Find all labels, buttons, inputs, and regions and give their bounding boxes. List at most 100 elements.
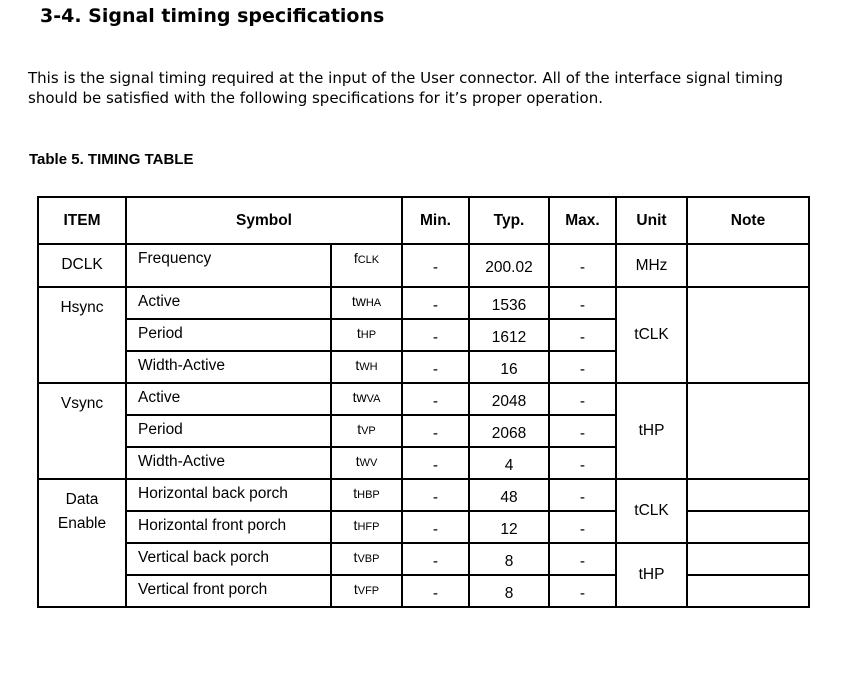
table-row: Horizontal front porch tHFP - 12 - bbox=[38, 510, 810, 544]
table-row: Period tVP - 2068 - bbox=[38, 414, 809, 448]
min-cell: - bbox=[401, 542, 470, 576]
max-cell: - bbox=[548, 350, 617, 384]
typ-cell: 16 bbox=[468, 350, 550, 384]
symbol-cell: tHP bbox=[330, 318, 403, 352]
max-cell: - bbox=[548, 446, 617, 480]
param-cell: Period bbox=[125, 414, 332, 448]
param-cell: Active bbox=[125, 286, 332, 320]
typ-cell: 200.02 bbox=[468, 243, 550, 288]
typ-cell: 2068 bbox=[468, 414, 550, 448]
header-symbol: Symbol bbox=[125, 196, 403, 245]
timing-table: ITEM Symbol Min. Typ. Max. Unit Note DCL… bbox=[37, 196, 810, 608]
table-row: Width-Active tWH - 16 - bbox=[38, 350, 809, 384]
table-row: Width-Active tWV - 4 - bbox=[38, 446, 809, 480]
header-min: Min. bbox=[401, 196, 470, 245]
symbol-sub: HFP bbox=[357, 521, 380, 533]
param-cell: Horizontal back porch bbox=[125, 478, 332, 512]
min-cell: - bbox=[401, 510, 470, 544]
symbol-cell: tHBP bbox=[330, 478, 403, 512]
note-cell bbox=[686, 286, 810, 384]
symbol-main: tw bbox=[352, 389, 367, 405]
symbol-cell: twHA bbox=[330, 286, 403, 320]
symbol-main: t bbox=[353, 517, 358, 533]
symbol-main: t bbox=[353, 581, 358, 597]
symbol-cell: fCLK bbox=[330, 243, 403, 288]
symbol-cell: twVA bbox=[330, 382, 403, 416]
max-cell: - bbox=[548, 542, 617, 576]
typ-cell: 12 bbox=[468, 510, 550, 544]
table-row: Period tHP - 1612 - bbox=[38, 318, 809, 352]
param-cell: Period bbox=[125, 318, 332, 352]
symbol-main: t bbox=[353, 485, 358, 501]
symbol-main: t bbox=[356, 325, 361, 341]
unit-data-v: tHP bbox=[615, 542, 688, 608]
symbol-main: t bbox=[357, 421, 362, 437]
note-cell bbox=[686, 478, 810, 512]
item-vsync: Vsync bbox=[37, 382, 127, 480]
param-cell: Width-Active bbox=[125, 446, 332, 480]
max-cell: - bbox=[548, 318, 617, 352]
symbol-sub: VP bbox=[361, 425, 376, 437]
item-hsync: Hsync bbox=[37, 286, 127, 384]
max-cell: - bbox=[548, 478, 617, 512]
table-row: Vertical front porch tVFP - 8 - bbox=[38, 574, 810, 608]
unit-dclk: MHz bbox=[615, 243, 688, 288]
max-cell: - bbox=[548, 243, 617, 288]
param-cell: Active bbox=[125, 382, 332, 416]
min-cell: - bbox=[401, 478, 470, 512]
typ-cell: 2048 bbox=[468, 382, 550, 416]
typ-cell: 8 bbox=[468, 574, 550, 608]
header-max: Max. bbox=[548, 196, 617, 245]
param-cell: Width-Active bbox=[125, 350, 332, 384]
min-cell: - bbox=[401, 350, 470, 384]
table-row: Vertical back porch tVBP - 8 - tHP bbox=[38, 542, 810, 608]
item-dclk: DCLK bbox=[37, 243, 127, 288]
symbol-sub: VFP bbox=[357, 585, 380, 597]
header-note: Note bbox=[686, 196, 810, 245]
max-cell: - bbox=[548, 574, 617, 608]
typ-cell: 48 bbox=[468, 478, 550, 512]
note-cell bbox=[686, 243, 810, 288]
max-cell: - bbox=[548, 510, 617, 544]
symbol-sub: WV bbox=[359, 457, 378, 469]
symbol-main: tw bbox=[351, 293, 366, 309]
header-unit: Unit bbox=[615, 196, 688, 245]
header-typ: Typ. bbox=[468, 196, 550, 245]
param-cell: Vertical back porch bbox=[125, 542, 332, 576]
max-cell: - bbox=[548, 414, 617, 448]
item-data-enable-line2: Enable bbox=[57, 515, 107, 532]
symbol-main: t bbox=[355, 453, 360, 469]
unit-hsync: tCLK bbox=[615, 286, 688, 384]
symbol-cell: tVP bbox=[330, 414, 403, 448]
note-cell bbox=[686, 574, 810, 608]
symbol-sub: HA bbox=[365, 297, 382, 309]
symbol-sub: HBP bbox=[357, 489, 380, 501]
table-row: Data Enable Horizontal back porch tHBP - … bbox=[37, 478, 810, 608]
symbol-sub: HP bbox=[360, 329, 377, 341]
min-cell: - bbox=[401, 318, 470, 352]
min-cell: - bbox=[401, 446, 470, 480]
symbol-sub: CLK bbox=[357, 254, 380, 266]
symbol-sub: WH bbox=[359, 361, 378, 373]
symbol-sub: VA bbox=[366, 393, 381, 405]
min-cell: - bbox=[401, 286, 470, 320]
symbol-cell: tVBP bbox=[330, 542, 403, 576]
unit-data-h: tCLK bbox=[615, 478, 688, 544]
item-data-enable-line1: Data bbox=[65, 491, 99, 508]
header-item: ITEM bbox=[37, 196, 127, 245]
note-cell bbox=[686, 382, 810, 480]
min-cell: - bbox=[401, 414, 470, 448]
typ-cell: 8 bbox=[468, 542, 550, 576]
symbol-cell: tWV bbox=[330, 446, 403, 480]
header-row: ITEM Symbol Min. Typ. Max. Unit Note bbox=[37, 196, 810, 245]
table-row: Vsync Active twVA - 2048 - tHP bbox=[37, 382, 810, 480]
min-cell: - bbox=[401, 382, 470, 416]
table-row: DCLK Frequency fCLK - 200.02 - MHz bbox=[37, 243, 810, 288]
symbol-cell: tHFP bbox=[330, 510, 403, 544]
symbol-cell: tVFP bbox=[330, 574, 403, 608]
item-data-enable: Data Enable bbox=[37, 478, 127, 608]
note-cell bbox=[686, 542, 810, 576]
param-cell: Horizontal front porch bbox=[125, 510, 332, 544]
typ-cell: 1536 bbox=[468, 286, 550, 320]
section-heading: 3-4. Signal timing specifications bbox=[40, 5, 385, 27]
